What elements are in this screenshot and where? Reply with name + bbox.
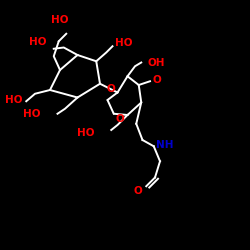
Text: O: O: [152, 75, 161, 85]
Text: O: O: [106, 84, 115, 94]
Text: HO: HO: [29, 37, 46, 47]
Text: HO: HO: [22, 109, 40, 119]
Text: HO: HO: [78, 128, 95, 138]
Text: O: O: [134, 186, 142, 196]
Text: HO: HO: [5, 95, 22, 105]
Text: HO: HO: [51, 15, 69, 25]
Text: HO: HO: [115, 38, 132, 48]
Text: NH: NH: [156, 140, 174, 150]
Text: OH: OH: [148, 58, 165, 68]
Text: O: O: [115, 114, 124, 124]
